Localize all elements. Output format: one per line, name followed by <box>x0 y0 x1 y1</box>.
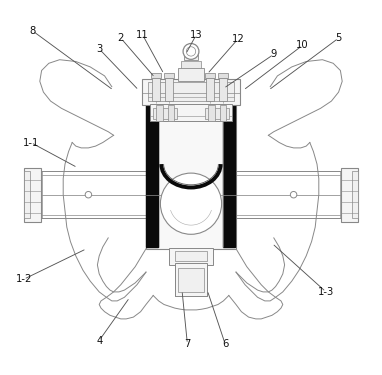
Text: 8: 8 <box>29 26 36 36</box>
Bar <box>24 171 30 218</box>
Bar <box>181 61 201 68</box>
Bar <box>205 74 215 78</box>
Text: 1-1: 1-1 <box>23 138 39 147</box>
Bar <box>175 263 207 296</box>
Bar <box>175 251 207 261</box>
Bar <box>220 105 226 121</box>
Bar <box>168 105 174 121</box>
Bar <box>169 248 213 265</box>
Text: 10: 10 <box>296 40 309 50</box>
Bar <box>24 168 41 222</box>
Bar <box>341 168 358 222</box>
Bar <box>148 82 234 101</box>
Bar <box>142 80 240 105</box>
Bar <box>184 51 198 60</box>
Text: 5: 5 <box>335 33 342 43</box>
Bar <box>178 68 204 81</box>
Bar <box>206 108 229 119</box>
Bar <box>178 268 204 292</box>
Bar <box>150 104 232 121</box>
Text: 1-2: 1-2 <box>15 274 32 284</box>
Circle shape <box>183 44 199 59</box>
Text: 4: 4 <box>96 336 102 345</box>
Text: 1-3: 1-3 <box>318 287 334 297</box>
Bar <box>164 74 174 78</box>
Polygon shape <box>11 8 371 368</box>
Circle shape <box>290 192 297 198</box>
Bar <box>208 105 215 121</box>
Bar <box>352 171 358 218</box>
Text: 6: 6 <box>222 339 228 349</box>
Bar <box>165 78 173 101</box>
Circle shape <box>160 173 222 234</box>
Bar <box>156 105 163 121</box>
Bar <box>219 78 227 101</box>
Text: 9: 9 <box>270 49 277 59</box>
Text: 2: 2 <box>118 33 124 43</box>
Text: 12: 12 <box>231 34 244 44</box>
Bar <box>153 108 176 119</box>
Text: 3: 3 <box>96 44 102 54</box>
Circle shape <box>85 192 92 198</box>
Bar <box>218 74 228 78</box>
Bar <box>152 78 160 101</box>
Polygon shape <box>146 105 158 247</box>
Text: 13: 13 <box>190 30 203 39</box>
Text: 7: 7 <box>184 339 191 349</box>
Bar <box>206 78 214 101</box>
Bar <box>146 85 236 249</box>
Polygon shape <box>223 105 235 247</box>
Text: 11: 11 <box>136 30 149 39</box>
Bar <box>151 74 161 78</box>
